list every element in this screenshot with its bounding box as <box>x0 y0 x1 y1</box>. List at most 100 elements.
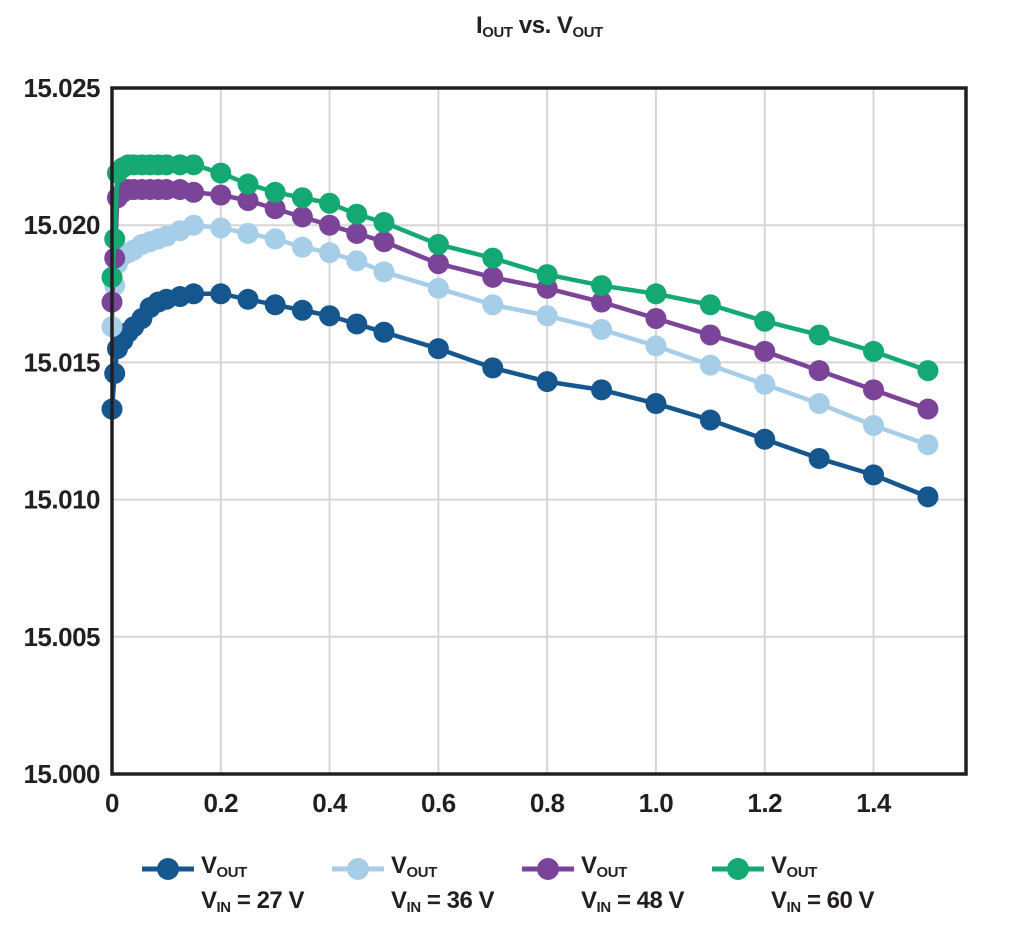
series-line-marker-icon <box>331 858 384 880</box>
data-point <box>917 398 939 420</box>
x-tick-label: 0.8 <box>530 788 565 818</box>
series-line-marker-icon <box>712 858 765 880</box>
legend-dot-icon <box>537 858 559 880</box>
legend-series-label: VOUT <box>200 852 247 882</box>
data-point <box>482 294 504 316</box>
legend-item-vin-36v: VOUT VIN = 36 V <box>330 852 495 922</box>
title-v-subscript: OUT <box>572 25 603 42</box>
series-line-27v <box>109 291 929 499</box>
y-tick-label: 15.020 <box>23 210 100 240</box>
data-point <box>427 253 449 275</box>
data-point <box>237 288 259 310</box>
data-point <box>104 362 126 384</box>
title-i-subscript: OUT <box>482 25 513 42</box>
x-tick-label: 0.6 <box>421 788 456 818</box>
data-point <box>264 294 286 316</box>
data-point <box>754 340 776 362</box>
data-point <box>291 187 313 209</box>
plot-area: 15.000 15.005 15.010 15.015 15.020 15.025 0 0.2… <box>23 73 968 818</box>
legend-series-condition: VIN = 27 V <box>200 887 305 917</box>
series-line-marker-icon <box>522 858 574 880</box>
data-point <box>427 338 449 360</box>
title-i: I <box>476 12 483 39</box>
data-point <box>591 379 613 401</box>
y-tick-label: 15.010 <box>23 485 100 515</box>
data-point <box>699 324 721 346</box>
legend-dot-icon <box>346 858 369 880</box>
data-point <box>237 190 259 212</box>
data-point <box>319 242 341 264</box>
title-vs-v: vs. V <box>512 12 573 39</box>
y-tick-label: 15.025 <box>23 73 100 103</box>
data-point <box>346 203 368 225</box>
data-point <box>863 464 885 486</box>
data-point <box>754 310 776 332</box>
legend: VOUT VIN = 27 V VOUT VIN = 36 V VOUT VIN… <box>0 852 1014 922</box>
data-point <box>699 294 721 316</box>
data-point <box>183 181 205 203</box>
x-tick-label: 0.2 <box>203 788 238 818</box>
series-line-marker-icon <box>141 858 194 880</box>
data-point <box>319 214 341 236</box>
data-point <box>591 291 613 313</box>
data-point <box>482 357 504 379</box>
data-point <box>373 261 395 283</box>
data-point <box>237 222 259 244</box>
data-point <box>346 250 368 272</box>
data-point <box>754 373 776 395</box>
data-point <box>536 305 558 327</box>
data-point <box>917 360 939 382</box>
x-tick-label: 1.4 <box>856 788 892 818</box>
data-point <box>591 275 613 297</box>
data-point <box>645 283 667 305</box>
data-point <box>210 184 232 206</box>
data-point <box>291 236 313 258</box>
axis-frame <box>110 86 968 776</box>
legend-item-vin-27v: VOUT VIN = 27 V <box>140 852 304 922</box>
data-point <box>536 371 558 393</box>
data-point <box>645 393 667 415</box>
data-point <box>264 181 286 203</box>
x-tick-label: 1.2 <box>747 788 782 818</box>
data-point <box>482 247 504 269</box>
data-point <box>373 321 395 343</box>
data-point <box>210 217 232 239</box>
data-point <box>183 154 205 176</box>
data-point <box>183 283 205 305</box>
data-point <box>373 211 395 233</box>
data-point <box>291 206 313 228</box>
data-point <box>237 173 259 195</box>
data-point <box>917 486 939 508</box>
data-point <box>264 198 286 220</box>
legend-series-condition: VIN = 48 V <box>581 887 685 917</box>
data-point <box>291 299 313 321</box>
data-point <box>319 192 341 214</box>
legend-item-vin-48v: VOUT VIN = 48 V <box>520 852 685 922</box>
y-tick-label: 15.000 <box>23 759 100 789</box>
data-point <box>104 228 126 250</box>
data-point <box>863 415 885 437</box>
data-point <box>808 393 830 415</box>
data-point <box>210 283 232 305</box>
data-point <box>863 379 885 401</box>
data-point <box>591 318 613 340</box>
legend-series-condition: VIN = 36 V <box>390 887 495 917</box>
data-point <box>645 335 667 357</box>
data-point <box>319 305 341 327</box>
legend-dot-icon <box>156 858 179 880</box>
legend-series-condition: VIN = 60 V <box>771 887 875 917</box>
data-point <box>917 434 939 456</box>
data-point <box>699 354 721 376</box>
legend-series-label: VOUT <box>581 852 628 882</box>
data-point <box>699 409 721 431</box>
data-point <box>346 222 368 244</box>
legend-dot-icon <box>727 858 750 880</box>
data-point <box>346 313 368 335</box>
data-point <box>183 214 205 236</box>
data-point <box>536 264 558 286</box>
x-tick-label: 0 <box>105 788 119 818</box>
x-tick-label: 1.0 <box>639 788 674 818</box>
data-point <box>863 340 885 362</box>
data-point <box>645 307 667 329</box>
legend-series-label: VOUT <box>390 852 437 882</box>
